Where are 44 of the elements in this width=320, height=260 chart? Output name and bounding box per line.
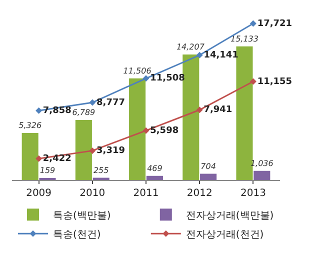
- x-tick-label: 2009: [26, 188, 52, 199]
- data-label: 8,777: [96, 98, 125, 108]
- legend-label: 특송(천건): [53, 230, 101, 241]
- data-label: 7,941: [204, 105, 232, 116]
- bar: [146, 176, 163, 180]
- point: [36, 155, 42, 162]
- data-label: 17,721: [257, 18, 292, 29]
- bar: [200, 174, 217, 180]
- x-tick-label: 2011: [133, 188, 159, 199]
- x-tick-label: 2010: [80, 188, 106, 199]
- data-label: 7,858: [42, 106, 72, 116]
- data-label: 469: [147, 164, 162, 173]
- data-label: 255: [93, 166, 109, 175]
- x-tick-label: 2013: [240, 188, 266, 199]
- point: [196, 106, 203, 114]
- legend-label: 전자상거래(천건): [186, 230, 264, 241]
- point: [250, 20, 256, 27]
- data-label: 2,422: [42, 154, 72, 164]
- point: [36, 107, 42, 114]
- data-label: 6,789: [72, 108, 96, 118]
- data-label: 11,506: [123, 66, 152, 76]
- data-label: 704: [200, 162, 216, 171]
- bar: [236, 46, 253, 180]
- data-label: 5,326: [18, 120, 42, 130]
- point: [196, 52, 203, 58]
- x-tick-label: 2012: [186, 188, 212, 199]
- bar: [22, 132, 38, 180]
- point: [250, 78, 256, 85]
- data-label: 11,155: [257, 76, 292, 87]
- point: [89, 99, 96, 106]
- bar: [254, 170, 270, 180]
- legend-label: 전자상거래(백만불): [186, 210, 274, 222]
- bar: [182, 54, 200, 180]
- point: [142, 127, 150, 134]
- point: [142, 75, 150, 82]
- data-label: 3,319: [96, 146, 125, 156]
- bar: [75, 120, 92, 180]
- data-label: 159: [40, 166, 56, 175]
- data-label: 15,133: [230, 34, 258, 44]
- legend-label: 특송(백만불): [53, 210, 111, 222]
- bar: [129, 78, 146, 180]
- data-label: 5,598: [150, 126, 179, 136]
- data-label: 14,207: [176, 42, 206, 52]
- point: [89, 147, 96, 154]
